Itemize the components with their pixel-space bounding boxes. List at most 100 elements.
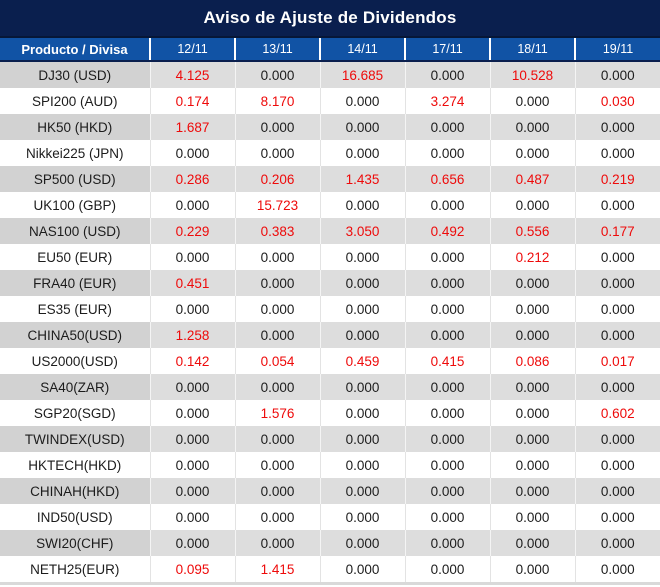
table-row: DJ30 (USD) 4.125 0.000 16.685 0.000 10.528 0.0… <box>0 61 660 88</box>
table-row: SA40(ZAR) 0.000 0.000 0.000 0.000 0.000 0.000 <box>0 374 660 400</box>
dividend-value-cell: 0.000 <box>574 374 660 400</box>
table-row: SGP20(SGD) 0.000 1.576 0.000 0.000 0.000 0.602 <box>0 400 660 426</box>
dividend-value-cell: 0.000 <box>234 114 320 140</box>
table-row: EU50 (EUR) 0.000 0.000 0.000 0.000 0.212 0.000 <box>0 244 660 270</box>
dividend-value-cell: 0.000 <box>404 400 490 426</box>
dividend-value-cell: 0.451 <box>149 270 235 296</box>
dividend-value-cell: 0.000 <box>319 504 405 530</box>
column-header-date: 19/11 <box>574 38 660 62</box>
dividend-value-cell: 0.000 <box>404 244 490 270</box>
dividend-value-cell: 0.000 <box>149 426 235 452</box>
dividend-value-cell: 0.000 <box>404 270 490 296</box>
dividend-value-cell: 1.415 <box>234 556 320 582</box>
table-row: FRA40 (EUR) 0.451 0.000 0.000 0.000 0.000 0.00… <box>0 270 660 296</box>
dividend-value-cell: 0.556 <box>489 218 575 244</box>
dividend-value-cell: 0.000 <box>319 114 405 140</box>
dividend-value-cell: 0.000 <box>319 556 405 582</box>
dividend-value-cell: 0.000 <box>234 530 320 556</box>
dividend-value-cell: 0.000 <box>489 530 575 556</box>
dividend-value-cell: 0.000 <box>404 61 490 88</box>
dividend-value-cell: 0.000 <box>319 478 405 504</box>
product-label: HKTECH(HKD) <box>0 452 150 478</box>
dividend-value-cell: 0.000 <box>404 114 490 140</box>
product-label: SWI20(CHF) <box>0 530 150 556</box>
dividend-value-cell: 0.000 <box>489 478 575 504</box>
dividend-value-cell: 0.000 <box>319 88 405 114</box>
dividend-value-cell: 0.000 <box>574 452 660 478</box>
dividend-value-cell: 0.000 <box>149 374 235 400</box>
dividend-value-cell: 0.492 <box>404 218 490 244</box>
dividend-value-cell: 0.000 <box>149 478 235 504</box>
dividend-value-cell: 0.000 <box>489 426 575 452</box>
column-header-date: 14/11 <box>319 38 405 62</box>
table-row: US2000(USD) 0.142 0.054 0.459 0.415 0.086 0.01… <box>0 348 660 374</box>
dividend-value-cell: 0.000 <box>574 504 660 530</box>
dividend-value-cell: 1.687 <box>149 114 235 140</box>
dividend-value-cell: 0.000 <box>149 192 235 218</box>
dividend-value-cell: 0.229 <box>149 218 235 244</box>
table-row: SPI200 (AUD) 0.174 8.170 0.000 3.274 0.000 0.0… <box>0 88 660 114</box>
table-row: HK50 (HKD) 1.687 0.000 0.000 0.000 0.000 0.000 <box>0 114 660 140</box>
dividend-value-cell: 0.000 <box>574 426 660 452</box>
dividend-value-cell: 0.000 <box>149 244 235 270</box>
dividend-value-cell: 0.000 <box>149 140 235 166</box>
dividend-value-cell: 0.000 <box>574 322 660 348</box>
dividend-value-cell: 0.000 <box>574 296 660 322</box>
dividend-value-cell: 0.095 <box>149 556 235 582</box>
dividend-value-cell: 3.274 <box>404 88 490 114</box>
dividend-value-cell: 0.000 <box>574 530 660 556</box>
dividend-value-cell: 1.435 <box>319 166 405 192</box>
dividend-value-cell: 0.000 <box>234 452 320 478</box>
header-row: Producto / Divisa 12/11 13/11 14/11 17/1… <box>0 38 660 62</box>
dividend-value-cell: 0.000 <box>319 400 405 426</box>
dividend-value-cell: 0.000 <box>489 400 575 426</box>
dividend-value-cell: 1.258 <box>149 322 235 348</box>
dividend-value-cell: 0.000 <box>574 478 660 504</box>
dividend-value-cell: 0.000 <box>489 556 575 582</box>
product-label: ES35 (EUR) <box>0 296 150 322</box>
dividend-value-cell: 0.030 <box>574 88 660 114</box>
table-row: SWI20(CHF) 0.000 0.000 0.000 0.000 0.000 0.000 <box>0 530 660 556</box>
dividend-value-cell: 0.000 <box>404 426 490 452</box>
column-header-date: 18/11 <box>489 38 575 62</box>
dividend-value-cell: 0.656 <box>404 166 490 192</box>
dividend-value-cell: 0.000 <box>404 374 490 400</box>
dividend-value-cell: 0.000 <box>234 140 320 166</box>
dividend-value-cell: 1.576 <box>234 400 320 426</box>
dividend-value-cell: 0.000 <box>404 322 490 348</box>
dividend-value-cell: 4.125 <box>149 61 235 88</box>
dividend-value-cell: 0.000 <box>234 426 320 452</box>
column-header-date: 13/11 <box>234 38 320 62</box>
table-header: Producto / Divisa 12/11 13/11 14/11 17/1… <box>0 38 660 62</box>
column-header-date: 17/11 <box>404 38 490 62</box>
dividend-value-cell: 0.000 <box>489 452 575 478</box>
product-label: CHINA50(USD) <box>0 322 150 348</box>
dividend-value-cell: 0.000 <box>489 322 575 348</box>
title-separator <box>0 36 660 38</box>
dividend-value-cell: 0.000 <box>404 530 490 556</box>
column-header-product: Producto / Divisa <box>0 38 150 62</box>
dividend-value-cell: 0.000 <box>404 504 490 530</box>
dividend-value-cell: 8.170 <box>234 88 320 114</box>
bottom-strip <box>0 582 660 585</box>
table-row: UK100 (GBP) 0.000 15.723 0.000 0.000 0.000 0.0… <box>0 192 660 218</box>
product-label: IND50(USD) <box>0 504 150 530</box>
dividend-value-cell: 0.000 <box>319 374 405 400</box>
dividend-value-cell: 10.528 <box>489 61 575 88</box>
dividend-value-cell: 0.000 <box>149 504 235 530</box>
dividend-value-cell: 0.017 <box>574 348 660 374</box>
dividend-value-cell: 0.459 <box>319 348 405 374</box>
column-header-date: 12/11 <box>149 38 235 62</box>
dividend-value-cell: 0.000 <box>319 140 405 166</box>
dividend-value-cell: 0.219 <box>574 166 660 192</box>
dividend-table: Producto / Divisa 12/11 13/11 14/11 17/1… <box>0 38 660 582</box>
dividend-value-cell: 0.000 <box>319 530 405 556</box>
dividend-value-cell: 0.487 <box>489 166 575 192</box>
product-label: NAS100 (USD) <box>0 218 150 244</box>
dividend-value-cell: 0.000 <box>574 270 660 296</box>
dividend-value-cell: 0.000 <box>574 556 660 582</box>
product-label: SGP20(SGD) <box>0 400 150 426</box>
dividend-value-cell: 0.177 <box>574 218 660 244</box>
dividend-value-cell: 0.000 <box>149 400 235 426</box>
